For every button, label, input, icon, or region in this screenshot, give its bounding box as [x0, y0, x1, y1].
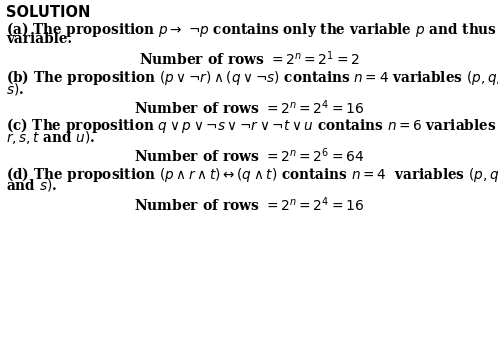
Text: (d) The proposition $(p \wedge r \wedge t) \leftrightarrow (q \wedge t)$ contain: (d) The proposition $(p \wedge r \wedge … [6, 165, 498, 184]
Text: Number of rows $= 2^n = 2^4 = 16$: Number of rows $= 2^n = 2^4 = 16$ [134, 98, 364, 117]
Text: SOLUTION: SOLUTION [6, 5, 90, 20]
Text: Number of rows $= 2^n = 2^4 = 16$: Number of rows $= 2^n = 2^4 = 16$ [134, 195, 364, 213]
Text: (a) The proposition $p \rightarrow\ \neg p$ contains only the variable $p$ and t: (a) The proposition $p \rightarrow\ \neg… [6, 20, 498, 39]
Text: $r, s, t$ and $u)$.: $r, s, t$ and $u)$. [6, 129, 95, 146]
Text: and $s)$.: and $s)$. [6, 177, 57, 193]
Text: variable.: variable. [6, 32, 72, 47]
Text: (b) The proposition $(p \vee \neg r) \wedge (q \vee \neg s)$ contains $n = 4$ va: (b) The proposition $(p \vee \neg r) \we… [6, 68, 498, 88]
Text: $s)$.: $s)$. [6, 81, 24, 97]
Text: Number of rows $= 2^n = 2^6 = 64$: Number of rows $= 2^n = 2^6 = 64$ [134, 146, 364, 165]
Text: Number of rows $= 2^n = 2^1 = 2$: Number of rows $= 2^n = 2^1 = 2$ [138, 50, 360, 68]
Text: (c) The proposition $q \vee p \vee \neg s \vee \neg r \vee \neg t \vee u$ contai: (c) The proposition $q \vee p \vee \neg … [6, 116, 498, 135]
